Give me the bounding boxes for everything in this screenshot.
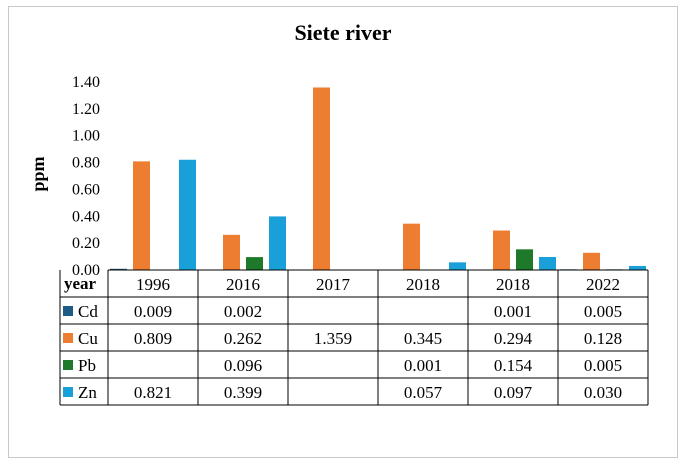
data-cell: 0.096 (224, 356, 262, 375)
x-tick-label: 2018 (406, 275, 440, 294)
bar-zn (449, 262, 466, 270)
y-tick-label: 0.80 (72, 155, 100, 172)
legend-key-cd (63, 306, 73, 316)
data-cell: 0.154 (494, 356, 533, 375)
x-tick-label: 2018 (496, 275, 530, 294)
data-cell: 0.294 (494, 329, 533, 348)
data-cell: 1.359 (314, 329, 352, 348)
y-tick-label: 0.60 (72, 181, 100, 198)
bar-cu (403, 223, 420, 270)
legend-label: Cu (78, 329, 98, 348)
x-tick-label: 2022 (586, 275, 620, 294)
x-tick-label: 2016 (226, 275, 260, 294)
data-cell: 0.009 (134, 302, 172, 321)
bar-zn (269, 216, 286, 270)
bar-cu (493, 230, 510, 270)
data-cell: 0.005 (584, 356, 622, 375)
legend-key-zn (63, 387, 73, 397)
y-tick-label: 1.40 (72, 74, 100, 91)
legend-label: Cd (78, 302, 98, 321)
data-cell: 0.001 (404, 356, 442, 375)
y-tick-label: 1.00 (72, 128, 100, 145)
y-tick-label: 0.20 (72, 235, 100, 252)
data-cell: 0.399 (224, 383, 262, 402)
legend-label: Pb (78, 356, 96, 375)
bar-cd (110, 268, 127, 270)
bar-zn (179, 159, 196, 270)
data-table: year 1996 2016 2017 2018 2018 2022 Cd 0.009 0.002… (59, 269, 649, 406)
bar-cu (313, 87, 330, 271)
y-axis-label: ppm (28, 156, 48, 191)
data-cell: 0.005 (584, 302, 622, 321)
y-tick-label: 0.40 (72, 208, 100, 225)
data-cell: 0.262 (224, 329, 262, 348)
bar-cu (133, 161, 150, 270)
bar-cu (583, 252, 600, 270)
bar-pb (516, 249, 533, 270)
bars-layer (110, 87, 646, 271)
chart-frame (8, 6, 678, 458)
legend-label: Zn (78, 383, 97, 402)
data-cell: 0.128 (584, 329, 622, 348)
chart-title: Siete river (294, 20, 391, 45)
x-tick-label: 2017 (316, 275, 351, 294)
data-cell: 0.345 (404, 329, 442, 348)
table-header-year: year (64, 274, 97, 293)
bar-cu (223, 234, 240, 270)
data-cell: 0.001 (494, 302, 532, 321)
data-cell: 0.809 (134, 329, 172, 348)
data-cell: 0.057 (404, 383, 443, 402)
y-tick-label: 1.20 (72, 101, 100, 118)
y-tick-label: 0.00 (72, 262, 100, 279)
data-cell: 0.097 (494, 383, 533, 402)
legend-key-cu (63, 333, 73, 343)
bar-pb (246, 257, 263, 270)
data-cell: 0.030 (584, 383, 622, 402)
legend-key-pb (63, 360, 73, 370)
bar-zn (629, 265, 646, 270)
data-cell: 0.002 (224, 302, 262, 321)
x-tick-label: 1996 (136, 275, 170, 294)
grid-layer: 0.00 0.20 0.40 0.60 0.80 1.00 1.20 1.40 (72, 74, 100, 279)
bar-zn (539, 256, 556, 270)
data-cell: 0.821 (134, 383, 172, 402)
